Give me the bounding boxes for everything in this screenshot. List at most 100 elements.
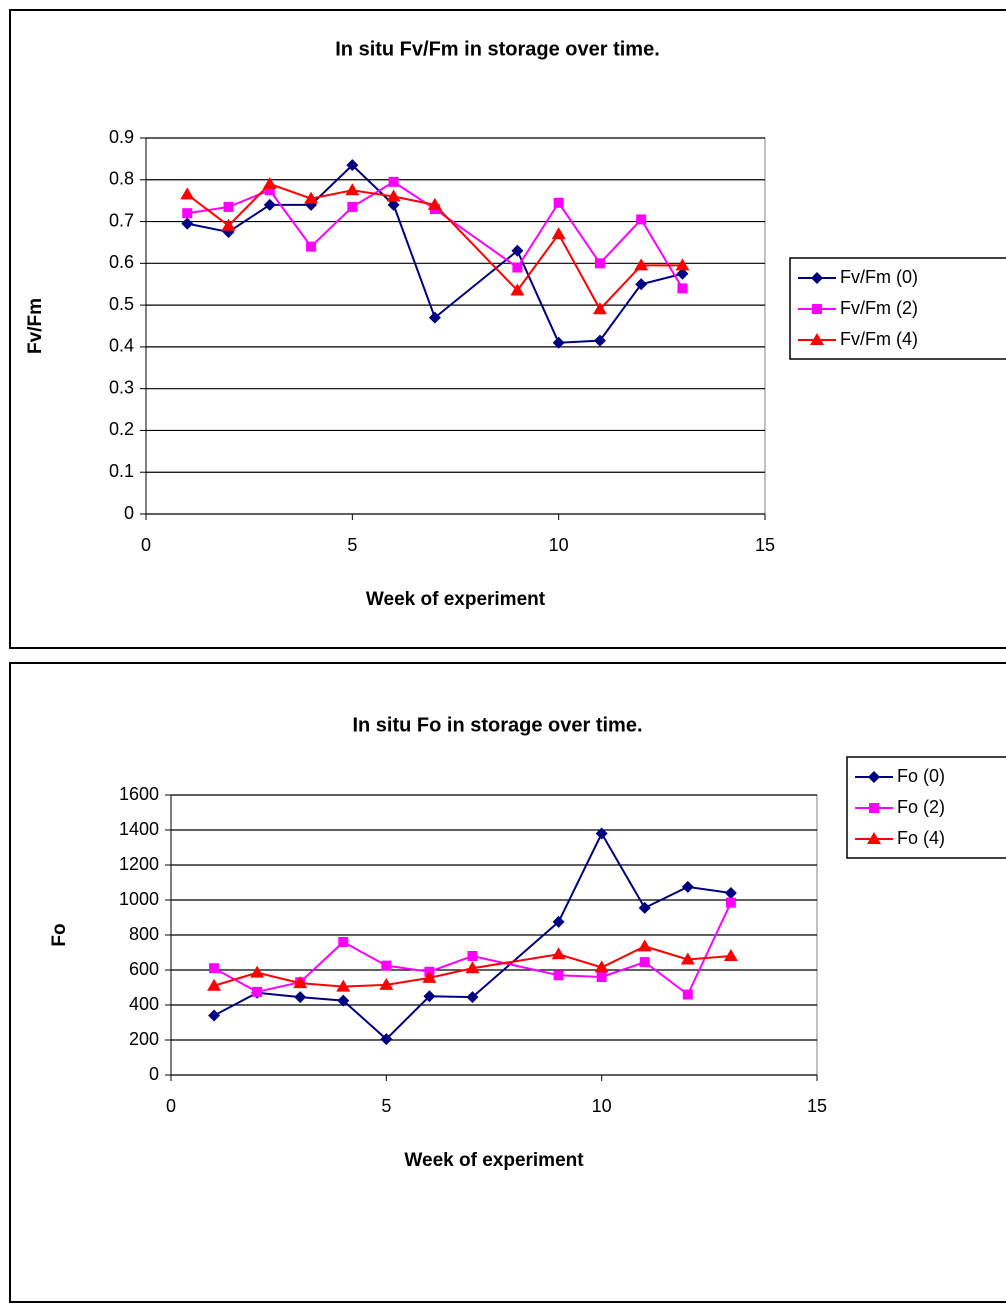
- legend-marker: [868, 771, 880, 783]
- marker: [379, 977, 394, 990]
- chart: In situ Fv/Fm in storage over time. 0 0.1 0…: [9, 9, 1006, 649]
- y-tick-label: 200: [129, 1029, 159, 1049]
- marker: [511, 244, 524, 257]
- y-tick-label: 0.7: [109, 210, 134, 230]
- x-tick-label: 10: [549, 535, 569, 555]
- marker: [386, 189, 401, 202]
- marker: [262, 176, 277, 189]
- marker: [634, 258, 649, 271]
- y-tick-label: 0.4: [109, 336, 134, 356]
- marker: [552, 915, 565, 928]
- y-tick-label: 0.5: [109, 294, 134, 314]
- marker: [304, 191, 319, 204]
- legend-marker: [812, 304, 822, 314]
- marker: [337, 994, 350, 1007]
- marker: [306, 241, 317, 252]
- marker: [635, 278, 648, 291]
- y-tick-label: 1600: [119, 784, 159, 804]
- x-tick-label: 15: [807, 1096, 827, 1116]
- marker: [636, 214, 647, 225]
- y-tick-label: 400: [129, 994, 159, 1014]
- legend-marker: [810, 333, 824, 345]
- marker: [724, 887, 737, 899]
- chart: In situ Fo in storage over time. 0 200 400 6…: [9, 662, 1006, 1303]
- marker: [264, 185, 275, 196]
- marker: [208, 1009, 221, 1022]
- marker: [594, 960, 609, 973]
- legend-marker: [869, 803, 879, 813]
- marker: [221, 218, 236, 231]
- marker: [681, 880, 694, 893]
- y-axis-label: Fo: [49, 923, 70, 946]
- chart-title: In situ Fv/Fm in storage over time.: [335, 38, 660, 60]
- x-tick-label: 5: [381, 1096, 391, 1116]
- marker: [294, 991, 307, 1004]
- marker: [465, 961, 480, 974]
- marker: [551, 227, 566, 240]
- legend-marker: [811, 272, 823, 284]
- marker: [182, 208, 193, 219]
- marker: [677, 283, 688, 294]
- marker: [553, 970, 564, 981]
- chart-frame: [9, 662, 1006, 1303]
- y-tick-label: 0.2: [109, 419, 134, 439]
- marker: [676, 267, 689, 280]
- marker: [551, 947, 566, 960]
- series-line: [187, 163, 683, 344]
- marker: [510, 283, 525, 296]
- legend-frame: [789, 257, 1006, 360]
- marker: [592, 302, 607, 315]
- marker: [553, 197, 564, 208]
- marker: [336, 979, 351, 992]
- marker: [427, 197, 442, 210]
- y-tick-label: 600: [129, 959, 159, 979]
- marker: [380, 1033, 393, 1046]
- marker: [423, 990, 436, 1003]
- marker: [347, 201, 358, 212]
- marker: [338, 937, 349, 947]
- marker: [250, 965, 265, 978]
- y-tick-label: 0.6: [109, 252, 134, 272]
- chart-title: In situ Fo in storage over time.: [352, 714, 642, 736]
- marker: [422, 970, 437, 983]
- y-tick-label: 0.9: [109, 127, 134, 147]
- marker: [512, 262, 523, 273]
- x-axis-label: Week of experiment: [404, 1150, 584, 1171]
- marker: [223, 201, 234, 212]
- legend-label: Fv/Fm (4): [840, 329, 918, 349]
- legend-label: Fv/Fm (0): [840, 267, 918, 287]
- marker: [594, 258, 605, 269]
- series-line: [187, 180, 684, 289]
- marker: [637, 939, 652, 952]
- marker: [466, 991, 479, 1004]
- marker: [293, 976, 308, 989]
- series-line: [213, 902, 732, 997]
- x-tick-label: 0: [141, 535, 151, 555]
- marker: [639, 957, 650, 968]
- marker: [675, 258, 690, 271]
- series-line: [186, 182, 683, 311]
- marker: [596, 972, 607, 982]
- y-tick-label: 1400: [119, 819, 159, 839]
- marker: [467, 951, 478, 961]
- marker: [381, 960, 392, 971]
- series-line: [213, 831, 732, 1041]
- marker: [725, 897, 736, 908]
- marker: [638, 901, 651, 914]
- marker: [181, 217, 194, 230]
- marker: [345, 183, 360, 196]
- x-tick-label: 0: [166, 1096, 176, 1116]
- marker: [595, 827, 608, 840]
- legend-label: Fo (2): [897, 797, 945, 817]
- marker: [346, 159, 359, 172]
- marker: [180, 187, 195, 200]
- marker: [387, 198, 400, 211]
- y-tick-label: 0.1: [109, 461, 134, 481]
- y-tick-label: 800: [129, 924, 159, 944]
- y-axis-label: Fv/Fm: [25, 298, 46, 354]
- y-tick-label: 0.3: [109, 377, 134, 397]
- marker: [593, 334, 606, 347]
- marker: [388, 176, 399, 187]
- x-axis-label: Week of experiment: [366, 589, 546, 610]
